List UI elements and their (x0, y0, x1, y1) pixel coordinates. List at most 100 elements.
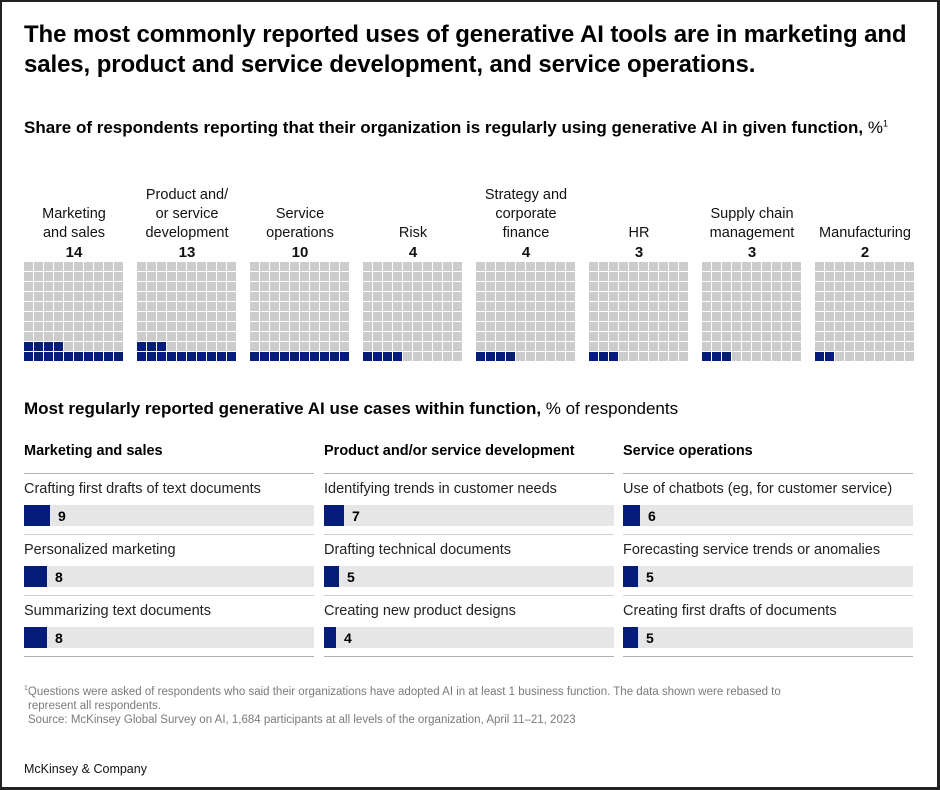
waffle-cell-empty (639, 292, 648, 301)
waffle-cell-empty (413, 262, 422, 271)
footnote-line-1: 1Questions were asked of respondents who… (24, 685, 781, 698)
waffle-cell-empty (147, 272, 156, 281)
waffle-cell-empty (792, 262, 801, 271)
waffle-cell-empty (845, 282, 854, 291)
waffle-cell-empty (433, 342, 442, 351)
waffle-cell-empty (486, 302, 495, 311)
waffle-cell-empty (393, 332, 402, 341)
waffle-cell-empty (310, 302, 319, 311)
waffle-cell-empty (599, 282, 608, 291)
waffle-cell-filled (815, 352, 824, 361)
waffle-cell-empty (639, 262, 648, 271)
waffle-cell-empty (825, 282, 834, 291)
waffle-cell-empty (546, 302, 555, 311)
waffle-cell-empty (147, 262, 156, 271)
waffle-cell-empty (383, 282, 392, 291)
waffle-cell-empty (310, 322, 319, 331)
waffle-cell-empty (835, 282, 844, 291)
waffle-cell-empty (679, 282, 688, 291)
waffle-cell-empty (187, 292, 196, 301)
waffle-cell-empty (197, 322, 206, 331)
waffle-cell-empty (556, 342, 565, 351)
bar-track: 8 (24, 627, 314, 648)
waffle-cell-empty (64, 292, 73, 301)
waffle-cell-filled (157, 342, 166, 351)
waffle-cell-empty (453, 292, 462, 301)
waffle-cell-empty (280, 312, 289, 321)
waffle-cell-empty (250, 292, 259, 301)
waffle-cell-empty (320, 312, 329, 321)
waffle-cell-empty (639, 312, 648, 321)
waffle-cell-empty (845, 262, 854, 271)
waffle-cell-empty (300, 342, 309, 351)
waffle-cell-empty (722, 302, 731, 311)
waffle-cell-empty (393, 342, 402, 351)
waffle-cell-filled (197, 352, 206, 361)
waffle-cell-empty (772, 312, 781, 321)
waffle-cell-empty (363, 272, 372, 281)
waffle-cell-empty (619, 282, 628, 291)
waffle-cell-empty (443, 292, 452, 301)
waffle-cell-empty (506, 342, 515, 351)
waffle-cell-empty (702, 282, 711, 291)
use-case-row: Drafting technical documents 5 (324, 535, 614, 596)
waffle-cell-empty (476, 342, 485, 351)
waffle-cell-filled (340, 352, 349, 361)
waffle-cell-empty (94, 312, 103, 321)
use-case-label: Use of chatbots (eg, for customer servic… (623, 481, 893, 497)
waffle-cell-empty (300, 322, 309, 331)
waffle-cell-empty (712, 272, 721, 281)
waffle-cell-empty (44, 322, 53, 331)
waffle-cell-empty (546, 332, 555, 341)
waffle-cell-empty (476, 282, 485, 291)
waffle-cell-empty (413, 292, 422, 301)
source-line: Source: McKinsey Global Survey on AI, 1,… (28, 714, 576, 726)
waffle-cell-empty (772, 342, 781, 351)
waffle-cell-empty (290, 332, 299, 341)
waffle-cell-empty (64, 322, 73, 331)
waffle-cell-empty (792, 302, 801, 311)
waffle-cell-empty (373, 342, 382, 351)
waffle-cell-empty (639, 322, 648, 331)
waffle-cell-empty (157, 272, 166, 281)
waffle-hr: HR 3 (589, 178, 689, 368)
waffle-cell-filled (34, 352, 43, 361)
waffle-cell-empty (423, 352, 432, 361)
waffle-cell-filled (393, 352, 402, 361)
waffle-cell-empty (403, 292, 412, 301)
waffle-marketing-and-sales: Marketing and sales 14 (24, 178, 124, 368)
waffle-label-line: HR (628, 225, 650, 241)
waffle-cell-empty (855, 332, 864, 341)
waffle-cell-empty (629, 272, 638, 281)
waffle-cell-filled (373, 352, 382, 361)
waffle-cell-filled (94, 352, 103, 361)
waffle-cell-empty (742, 262, 751, 271)
waffle-cell-empty (792, 282, 801, 291)
waffle-cell-empty (762, 332, 771, 341)
waffle-cell-empty (84, 302, 93, 311)
footnote: 1Questions were asked of respondents who… (24, 685, 904, 727)
waffle-cell-empty (722, 272, 731, 281)
waffle-cell-empty (443, 342, 452, 351)
waffle-cell-empty (712, 302, 721, 311)
waffle-cell-empty (290, 282, 299, 291)
waffle-cell-empty (885, 342, 894, 351)
waffle-cell-empty (217, 322, 226, 331)
waffle-cell-empty (782, 352, 791, 361)
waffle-cell-empty (792, 332, 801, 341)
bar-value-label: 4 (344, 630, 352, 646)
waffle-cell-empty (413, 322, 422, 331)
waffle-cell-empty (599, 342, 608, 351)
waffle-cell-empty (34, 312, 43, 321)
waffle-cell-empty (44, 282, 53, 291)
waffle-cell-empty (905, 272, 914, 281)
waffle-cell-empty (722, 312, 731, 321)
waffle-cell-filled (34, 342, 43, 351)
waffle-cell-empty (649, 322, 658, 331)
waffle-cell-empty (702, 302, 711, 311)
waffle-cell-empty (290, 312, 299, 321)
waffle-cell-empty (403, 302, 412, 311)
use-case-column-marketing-and-sales: Marketing and sales Crafting first drafts… (24, 440, 314, 657)
waffle-cell-empty (94, 282, 103, 291)
waffle-cell-empty (742, 282, 751, 291)
